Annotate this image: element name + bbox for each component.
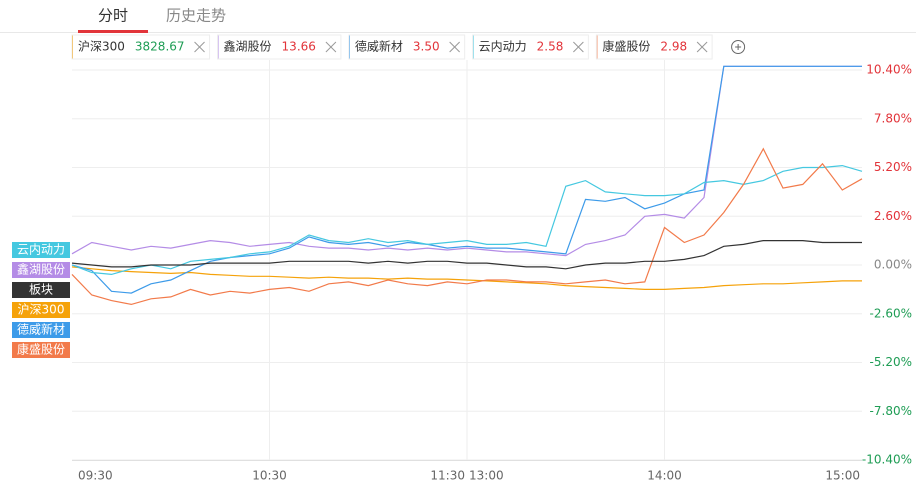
close-icon: [573, 41, 584, 53]
y-tick-label: -5.20%: [870, 355, 912, 369]
close-icon: [194, 41, 205, 53]
x-tick-label: 15:00: [825, 469, 860, 483]
active-tab-underline: [78, 30, 148, 33]
series-tag-label: 沪深300: [18, 303, 65, 317]
legend-price: 3.50: [413, 40, 440, 54]
close-button[interactable]: [325, 41, 337, 53]
legend-name: 云内动力: [479, 40, 527, 54]
y-tick-label: 2.60%: [874, 209, 912, 223]
close-button[interactable]: [449, 41, 460, 53]
series-tag: [12, 322, 70, 338]
y-tick-label: -7.80%: [870, 404, 912, 418]
x-tick-label: 10:30: [252, 469, 287, 483]
legend-chip[interactable]: 沪深300 3828.67: [71, 34, 211, 60]
legend-chip-border: [348, 34, 466, 60]
series-tag-label: 德威新材: [17, 322, 65, 337]
series-line: [71, 240, 862, 270]
x-tick-label: 11:30: [430, 469, 465, 483]
legend-price: 13.66: [282, 40, 316, 54]
close-button[interactable]: [696, 41, 708, 53]
series-tag: [12, 302, 70, 318]
legend-name: 康盛股份: [602, 39, 650, 54]
legend-chip[interactable]: 鑫湖股份 13.66: [217, 34, 342, 60]
legend-chip-border: [595, 34, 713, 60]
series-line: [71, 164, 863, 276]
legend-price: 2.58: [537, 40, 564, 54]
close-icon: [696, 41, 708, 53]
close-button[interactable]: [573, 41, 584, 53]
series-line: [71, 266, 862, 290]
series-tag-label: 康盛股份: [17, 342, 65, 357]
x-tick-label: 13:00: [469, 469, 504, 483]
legend-chip[interactable]: 云内动力 2.58: [472, 34, 589, 60]
legend-price: 3828.67: [135, 40, 185, 54]
legend-chip-border: [472, 34, 589, 60]
tab[interactable]: 历史走势: [166, 7, 226, 25]
tab-active[interactable]: 分时: [98, 7, 128, 25]
add-button[interactable]: [731, 40, 746, 54]
y-tick-label: 7.80%: [874, 111, 912, 125]
y-tick-label: -2.60%: [870, 306, 912, 320]
series-line: [71, 65, 862, 294]
series-tag-label: 板块: [29, 283, 53, 297]
series-tag: [12, 262, 70, 278]
legend-price: 2.98: [660, 40, 687, 54]
x-tick-label: 14:00: [647, 469, 682, 483]
series-tag: [12, 282, 70, 298]
legend-chip-border: [217, 34, 342, 60]
y-tick-label: 0.00%: [874, 258, 912, 272]
x-tick-label: 09:30: [78, 469, 113, 483]
close-icon: [325, 41, 337, 53]
legend-chip[interactable]: 德威新材 3.50: [348, 34, 466, 60]
legend-name: 德威新材: [355, 39, 403, 54]
series-line: [71, 147, 863, 306]
series-tag: [12, 342, 70, 358]
legend-name: 鑫湖股份: [224, 39, 272, 54]
close-button[interactable]: [194, 41, 205, 53]
legend-name: 沪深300: [78, 40, 125, 54]
legend-chip[interactable]: 康盛股份 2.98: [595, 34, 713, 60]
add-icon: [731, 40, 746, 54]
series-tag-label: 云内动力: [17, 243, 65, 257]
y-tick-label: -10.40%: [862, 453, 912, 467]
series-tag: [12, 242, 70, 258]
y-tick-label: 5.20%: [874, 160, 912, 174]
legend-chip-border: [71, 34, 211, 60]
y-tick-label: 10.40%: [866, 63, 912, 77]
close-icon: [449, 41, 460, 53]
series-tag-label: 鑫湖股份: [17, 262, 65, 277]
